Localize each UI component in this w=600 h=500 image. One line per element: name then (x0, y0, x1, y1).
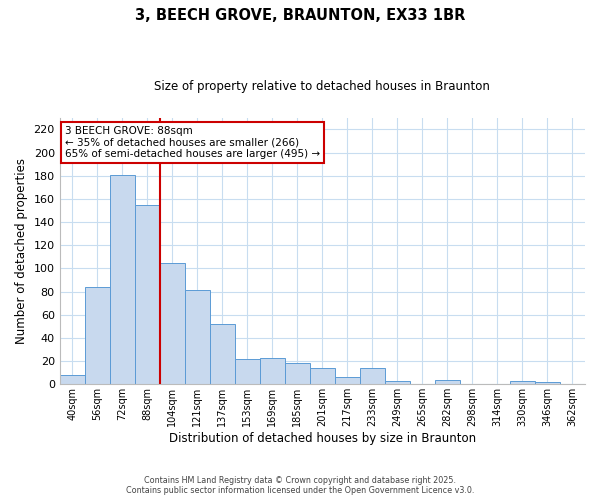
Bar (510, 381, 535, 384)
Bar (160, 262, 185, 384)
Text: 3 BEECH GROVE: 88sqm
← 35% of detached houses are smaller (266)
65% of semi-deta: 3 BEECH GROVE: 88sqm ← 35% of detached h… (65, 126, 320, 159)
Bar (59, 375, 85, 384)
Bar (335, 378, 360, 384)
Bar (385, 381, 410, 384)
Y-axis label: Number of detached properties: Number of detached properties (15, 158, 28, 344)
Bar (285, 364, 310, 384)
X-axis label: Distribution of detached houses by size in Braunton: Distribution of detached houses by size … (169, 432, 476, 445)
Text: 3, BEECH GROVE, BRAUNTON, EX33 1BR: 3, BEECH GROVE, BRAUNTON, EX33 1BR (135, 8, 465, 22)
Bar (260, 358, 285, 384)
Bar (310, 368, 335, 384)
Bar (535, 382, 560, 384)
Bar (235, 359, 260, 384)
Title: Size of property relative to detached houses in Braunton: Size of property relative to detached ho… (154, 80, 490, 93)
Bar (110, 174, 135, 384)
Bar (435, 380, 460, 384)
Bar (360, 368, 385, 384)
Bar (85, 287, 110, 384)
Text: Contains HM Land Registry data © Crown copyright and database right 2025.
Contai: Contains HM Land Registry data © Crown c… (126, 476, 474, 495)
Bar (185, 290, 210, 384)
Bar (210, 324, 235, 384)
Bar (135, 204, 160, 384)
